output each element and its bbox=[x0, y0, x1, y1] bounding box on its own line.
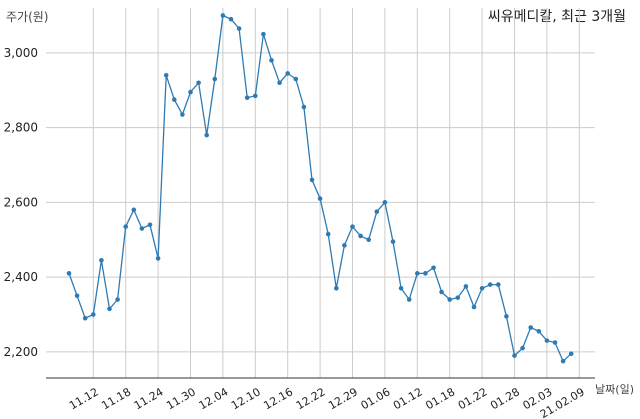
data-point bbox=[342, 243, 347, 248]
data-point bbox=[261, 31, 266, 37]
y-tick-label: 2,600 bbox=[4, 195, 38, 209]
data-point bbox=[317, 196, 323, 201]
data-point bbox=[244, 95, 250, 100]
data-point bbox=[520, 345, 525, 351]
data-point bbox=[334, 286, 339, 291]
data-point bbox=[131, 207, 137, 213]
data-point bbox=[455, 295, 461, 300]
data-point bbox=[293, 76, 299, 82]
data-point bbox=[544, 338, 550, 343]
data-point bbox=[504, 314, 509, 319]
data-point bbox=[350, 224, 355, 229]
x-axis-label: 날짜(일) bbox=[595, 383, 634, 396]
data-point bbox=[147, 222, 153, 228]
data-point bbox=[366, 237, 372, 243]
data-point bbox=[269, 58, 274, 63]
x-tick-label: 12.04 bbox=[197, 385, 231, 412]
data-point bbox=[552, 340, 558, 345]
data-point bbox=[423, 271, 428, 276]
data-point bbox=[236, 26, 242, 31]
y-tick-label: 2,800 bbox=[4, 121, 38, 135]
data-point bbox=[512, 353, 517, 358]
data-point bbox=[447, 297, 453, 302]
data-point bbox=[325, 231, 331, 237]
data-point bbox=[285, 71, 291, 76]
data-point bbox=[155, 256, 161, 261]
data-point bbox=[431, 265, 436, 271]
data-point bbox=[74, 293, 80, 299]
data-point bbox=[487, 282, 493, 287]
data-point bbox=[568, 351, 574, 357]
x-tick-label: 11.18 bbox=[99, 385, 133, 412]
data-point bbox=[180, 112, 185, 117]
data-point bbox=[123, 224, 128, 229]
data-point bbox=[277, 80, 282, 86]
x-tick-label: 01.22 bbox=[456, 385, 490, 412]
x-tick-label: 11.30 bbox=[164, 385, 198, 412]
data-point bbox=[398, 286, 404, 291]
x-tick-label: 12.29 bbox=[326, 385, 360, 412]
data-point bbox=[415, 271, 420, 276]
data-point bbox=[220, 13, 226, 18]
data-point bbox=[115, 297, 120, 302]
data-point bbox=[463, 284, 469, 289]
data-point bbox=[536, 328, 542, 334]
data-point bbox=[139, 226, 145, 231]
data-point bbox=[228, 16, 234, 22]
x-tick-label: 01.28 bbox=[488, 385, 522, 412]
x-tick-label: 01.06 bbox=[359, 385, 393, 412]
data-point bbox=[172, 97, 177, 102]
x-tick-label: 11.24 bbox=[132, 385, 166, 412]
data-point bbox=[358, 233, 363, 239]
data-point bbox=[479, 286, 485, 291]
x-tick-label: 01.18 bbox=[423, 385, 457, 412]
data-point bbox=[301, 104, 307, 110]
data-point bbox=[374, 209, 380, 214]
data-point bbox=[163, 72, 169, 78]
data-point bbox=[66, 271, 72, 276]
data-point bbox=[496, 282, 501, 287]
x-tick-label: 12.10 bbox=[229, 385, 263, 412]
data-point bbox=[528, 325, 533, 330]
data-point bbox=[99, 257, 104, 263]
data-point bbox=[107, 306, 112, 312]
data-point bbox=[204, 132, 209, 138]
chart-title: 씨유메디칼, 최근 3개월 bbox=[487, 9, 626, 25]
data-point bbox=[309, 177, 315, 183]
data-point bbox=[439, 289, 444, 295]
data-point bbox=[188, 89, 193, 95]
y-tick-label: 3,000 bbox=[4, 46, 38, 60]
x-tick-label: 12.22 bbox=[294, 385, 328, 412]
data-point bbox=[91, 312, 96, 317]
x-tick-label: 12.16 bbox=[261, 385, 295, 412]
data-point bbox=[390, 239, 396, 244]
y-axis-label: 주가(원) bbox=[6, 10, 49, 24]
data-point bbox=[406, 297, 412, 302]
data-point bbox=[82, 315, 88, 321]
data-point bbox=[196, 80, 201, 86]
y-tick-label: 2,200 bbox=[4, 345, 38, 359]
x-tick-label: 11.12 bbox=[67, 385, 101, 412]
data-point bbox=[253, 93, 258, 99]
data-point bbox=[382, 200, 388, 205]
x-tick-label: 01.12 bbox=[391, 385, 425, 412]
data-point bbox=[471, 304, 477, 310]
y-tick-label: 2,400 bbox=[4, 270, 38, 284]
data-point bbox=[560, 358, 566, 364]
data-point bbox=[212, 76, 218, 82]
